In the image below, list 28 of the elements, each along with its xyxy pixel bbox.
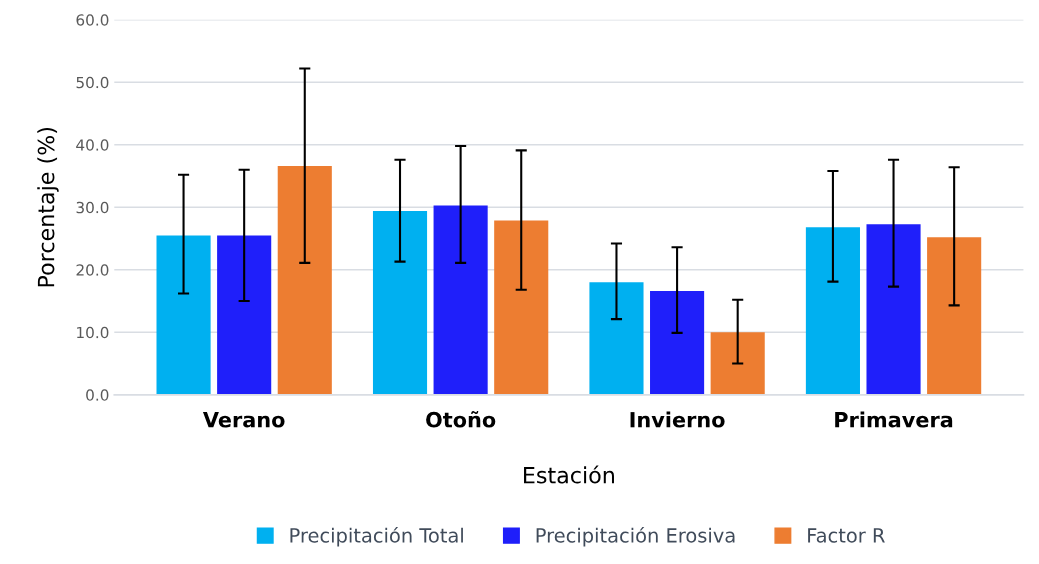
bar	[650, 291, 705, 395]
bar	[433, 205, 488, 395]
bar	[589, 282, 644, 395]
bar	[217, 235, 272, 395]
bar	[494, 220, 549, 395]
y-tick-label: 40.0	[76, 139, 109, 151]
y-tick-label: 50.0	[76, 76, 109, 89]
bar	[710, 332, 765, 395]
x-axis-title: Estación	[524, 465, 614, 484]
bar	[372, 211, 428, 395]
bar	[927, 237, 982, 395]
y-tick-label: 10.0	[77, 326, 109, 339]
x-tick-label: Primavera	[835, 411, 953, 428]
bar	[277, 166, 332, 395]
legend-label: Precipitación Erosiva	[536, 526, 735, 547]
y-tick-label: 0.0	[86, 389, 109, 401]
x-tick-label: Verano	[202, 412, 285, 428]
bar	[156, 235, 211, 395]
y-tick-label: 30.0	[76, 201, 109, 214]
y-tick-label: 20.0	[76, 264, 109, 276]
y-axis-title: Porcentaje (%)	[37, 127, 59, 287]
y-tick-label: 60.0	[76, 14, 109, 26]
bar	[866, 224, 921, 395]
x-tick-label: Invierno	[630, 411, 725, 428]
bar	[805, 227, 860, 395]
legend-label: Precipitación Total	[290, 526, 463, 547]
x-tick-label: Otoño	[426, 411, 496, 428]
legend-label: Factor R	[808, 528, 885, 543]
